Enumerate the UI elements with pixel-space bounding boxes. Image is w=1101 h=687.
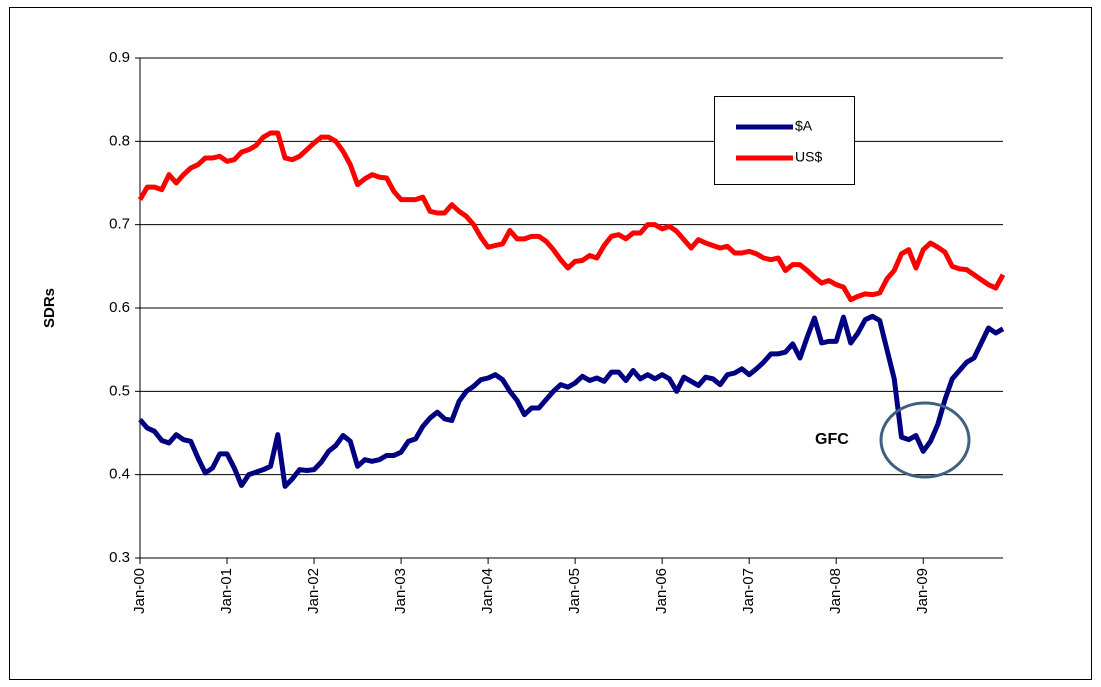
legend: $A US$ (714, 96, 855, 185)
y-tick-label: 0.5 (109, 382, 130, 399)
x-tick-label: Jan-00 (131, 568, 148, 614)
plot-area: 0.3 0.4 0.5 0.6 0.7 0.8 0.9 Jan-00 Jan-01 Jan-02 J… (109, 49, 1006, 614)
series-line (138, 313, 1005, 489)
x-tick-label: Jan-02 (305, 568, 322, 614)
legend-box (714, 96, 855, 185)
x-tick-label: Jan-01 (218, 568, 235, 614)
y-tick-label: 0.7 (109, 216, 130, 233)
annotation: GFC (815, 431, 849, 448)
legend-label: $A (795, 118, 813, 134)
legend-label: US$ (795, 149, 822, 165)
y-tick-label: 0.9 (109, 49, 130, 66)
gfc-circle (879, 401, 971, 479)
y-axis-label: SDRs (41, 288, 58, 328)
x-tick-label: Jan-09 (914, 568, 931, 614)
series-line (137, 130, 1006, 303)
x-tick-label: Jan-05 (566, 568, 583, 614)
x-tick-label: Jan-03 (392, 568, 409, 614)
y-tick-label: 0.6 (109, 299, 130, 316)
x-tick-label: Jan-04 (479, 568, 496, 614)
x-tick-label: Jan-07 (740, 568, 757, 614)
chart-frame (9, 7, 1092, 680)
x-tick-label: Jan-06 (653, 568, 670, 614)
x-tick-label: Jan-08 (827, 568, 844, 614)
y-tick-label: 0.8 (109, 132, 130, 149)
y-tick-label: 0.3 (109, 549, 130, 566)
y-tick-label: 0.4 (109, 466, 130, 483)
